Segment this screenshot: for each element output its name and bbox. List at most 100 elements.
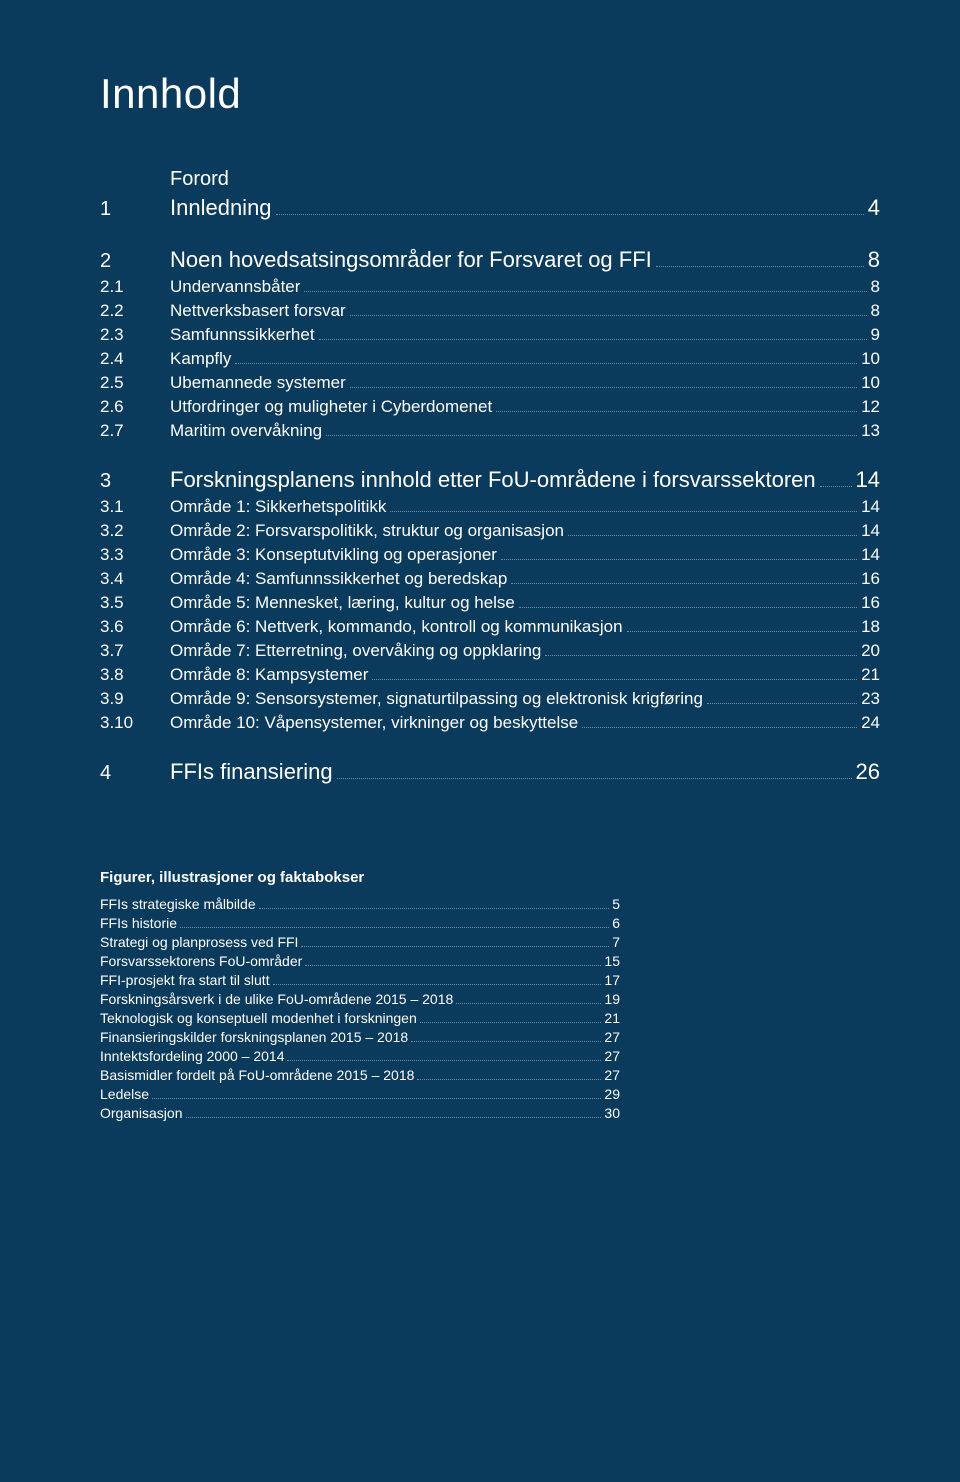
figure-row[interactable]: Teknologisk og konseptuell modenhet i fo… (100, 1010, 620, 1026)
toc-leader-dots (337, 778, 852, 779)
figure-row[interactable]: FFIs historie6 (100, 915, 620, 931)
figure-label: Strategi og planprosess ved FFI (100, 934, 298, 950)
figure-row[interactable]: Forsvarssektorens FoU-områder15 (100, 953, 620, 969)
toc-leader-dots (820, 486, 852, 487)
figure-page-number: 17 (604, 972, 620, 988)
toc-label: Nettverksbasert forsvar (170, 301, 346, 321)
toc-leader-dots (304, 291, 866, 292)
toc-number: 2.2 (100, 301, 170, 321)
figure-page-number: 6 (612, 915, 620, 931)
toc-row[interactable]: 3Forskningsplanens innhold etter FoU-omr… (100, 467, 880, 493)
toc-number: 3.7 (100, 641, 170, 661)
toc-number: 2.1 (100, 277, 170, 297)
toc-row[interactable]: 2Noen hovedsatsingsområder for Forsvaret… (100, 247, 880, 273)
toc-row[interactable]: 2.6Utfordringer og muligheter i Cyberdom… (100, 397, 880, 417)
toc-label: Innledning (170, 195, 272, 221)
toc-row[interactable]: 3.3Område 3: Konseptutvikling og operasj… (100, 545, 880, 565)
figure-row[interactable]: Ledelse 29 (100, 1086, 620, 1102)
toc-number: 3.4 (100, 569, 170, 589)
figure-page-number: 5 (612, 896, 620, 912)
toc-label: Undervannsbåter (170, 277, 300, 297)
figure-leader-dots (259, 908, 610, 909)
table-of-contents: Forord 1Innledning4 2Noen hovedsatsingsomr… (100, 168, 880, 789)
toc-leader-dots (707, 703, 857, 704)
figure-leader-dots (287, 1060, 601, 1061)
toc-row[interactable]: 3.1Område 1: Sikkerhetspolitikk14 (100, 497, 880, 517)
toc-row[interactable]: 3.2Område 2: Forsvarspolitikk, struktur … (100, 521, 880, 541)
toc-row[interactable]: 3.6Område 6: Nettverk, kommando, kontrol… (100, 617, 880, 637)
toc-row[interactable]: 3.10Område 10: Våpensystemer, virkninger… (100, 713, 880, 733)
toc-row[interactable]: 3.8Område 8: Kampsystemer21 (100, 665, 880, 685)
toc-leader-dots (656, 266, 864, 267)
figure-row[interactable]: Inntektsfordeling 2000 – 201427 (100, 1048, 620, 1064)
toc-row[interactable]: 3.5Område 5: Mennesket, læring, kultur o… (100, 593, 880, 613)
figure-row[interactable]: Finansieringskilder forskningsplanen 201… (100, 1029, 620, 1045)
figure-label: Organisasjon (100, 1105, 183, 1121)
toc-leader-dots (545, 655, 857, 656)
toc-number: 3.2 (100, 521, 170, 541)
figure-page-number: 21 (604, 1010, 620, 1026)
toc-page-number: 14 (861, 521, 880, 541)
toc-row[interactable]: 3.4Område 4: Samfunnssikkerhet og bereds… (100, 569, 880, 589)
figures-list: FFIs strategiske målbilde5 FFIs historie6… (100, 896, 880, 1124)
toc-row[interactable]: 2.5Ubemannede systemer10 (100, 373, 880, 393)
toc-leader-dots (350, 315, 867, 316)
toc-label: Maritim overvåkning (170, 421, 322, 441)
toc-page-number: 12 (861, 397, 880, 417)
toc-leader-dots (390, 511, 857, 512)
figure-label: Ledelse (100, 1086, 149, 1102)
toc-label: Område 7: Etterretning, overvåking og op… (170, 641, 541, 661)
figure-leader-dots (411, 1041, 601, 1042)
figure-page-number: 15 (604, 953, 620, 969)
toc-row[interactable]: 3.7Område 7: Etterretning, overvåking og… (100, 641, 880, 661)
toc-row[interactable]: 4FFIs finansiering26 (100, 759, 880, 785)
figure-row[interactable]: Organisasjon30 (100, 1105, 620, 1121)
toc-page-number: 14 (861, 545, 880, 565)
figure-leader-dots (456, 1003, 601, 1004)
toc-row[interactable]: 1Innledning4 (100, 195, 880, 221)
figure-leader-dots (417, 1079, 601, 1080)
figure-label: FFI-prosjekt fra start til slutt (100, 972, 270, 988)
toc-label: Forord (170, 168, 229, 191)
toc-label: Forskningsplanens innhold etter FoU-områ… (170, 467, 816, 493)
toc-number: 3 (100, 470, 170, 493)
toc-page-number: 20 (861, 641, 880, 661)
figure-row[interactable]: FFIs strategiske målbilde5 (100, 896, 620, 912)
figure-leader-dots (152, 1098, 601, 1099)
toc-page-number: 8 (868, 247, 880, 273)
toc-leader-dots (235, 363, 857, 364)
figure-row[interactable]: Strategi og planprosess ved FFI 7 (100, 934, 620, 950)
toc-number: 2 (100, 250, 170, 273)
toc-row[interactable]: 3.9Område 9: Sensorsystemer, signaturtil… (100, 689, 880, 709)
toc-leader-dots (568, 535, 857, 536)
toc-page-number: 13 (861, 421, 880, 441)
toc-row[interactable]: 2.1Undervannsbåter8 (100, 277, 880, 297)
page-title: Innhold (100, 70, 880, 118)
toc-number: 3.1 (100, 497, 170, 517)
figure-row[interactable]: Forskningsårsverk i de ulike FoU-områden… (100, 991, 620, 1007)
figure-page-number: 7 (612, 934, 620, 950)
figure-leader-dots (301, 946, 609, 947)
toc-row[interactable]: 2.4Kampfly10 (100, 349, 880, 369)
toc-page-number: 16 (861, 593, 880, 613)
toc-page-number: 10 (861, 349, 880, 369)
toc-leader-dots (519, 607, 857, 608)
figure-page-number: 29 (604, 1086, 620, 1102)
toc-number: 1 (100, 198, 170, 221)
toc-label: Utfordringer og muligheter i Cyberdomene… (170, 397, 492, 417)
toc-number: 3.5 (100, 593, 170, 613)
figure-page-number: 19 (604, 991, 620, 1007)
figure-row[interactable]: Basismidler fordelt på FoU-områdene 2015… (100, 1067, 620, 1083)
figure-row[interactable]: FFI-prosjekt fra start til slutt 17 (100, 972, 620, 988)
toc-number: 2.3 (100, 325, 170, 345)
toc-row[interactable]: 2.2Nettverksbasert forsvar8 (100, 301, 880, 321)
toc-label: Område 10: Våpensystemer, virkninger og … (170, 713, 578, 733)
toc-page-number: 21 (861, 665, 880, 685)
toc-page-number: 14 (861, 497, 880, 517)
toc-label: Samfunnssikkerhet (170, 325, 315, 345)
toc-row[interactable]: Forord (100, 168, 880, 191)
toc-label: Område 5: Mennesket, læring, kultur og h… (170, 593, 515, 613)
toc-row[interactable]: 2.3Samfunnssikkerhet9 (100, 325, 880, 345)
toc-page-number: 18 (861, 617, 880, 637)
toc-row[interactable]: 2.7Maritim overvåkning13 (100, 421, 880, 441)
